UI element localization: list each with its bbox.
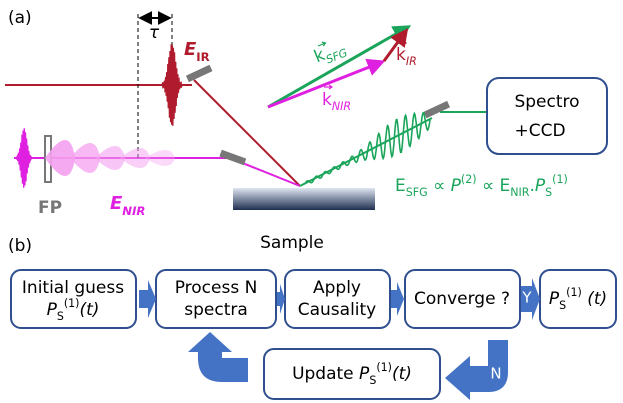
text-segment: (t) <box>80 300 100 320</box>
detector-box <box>487 78 607 154</box>
text-segment: S <box>57 310 64 323</box>
pulse <box>16 128 32 187</box>
k-sfg-vector <box>268 27 408 107</box>
text-segment: (1) <box>566 286 582 299</box>
text-segment: Initial guess <box>22 278 124 298</box>
text-segment: IR <box>196 50 209 64</box>
loop-arrow <box>188 332 248 382</box>
panel-label: (a) <box>8 8 32 28</box>
text-segment: (1) <box>376 361 392 374</box>
text-segment: (1) <box>552 173 568 186</box>
sample-label: Sample <box>260 233 324 253</box>
text-segment: IR <box>406 55 417 68</box>
text-segment: NIR <box>332 100 351 113</box>
text-segment: (2) <box>461 173 477 186</box>
text-segment: E <box>184 39 197 60</box>
text-segment: S <box>559 299 566 312</box>
e-ir-label: EIR <box>184 39 210 64</box>
k-ir-label: kIR <box>396 45 417 68</box>
text-segment: (t) <box>392 364 412 384</box>
text-segment: SFG <box>406 186 428 199</box>
step-text: Update PS(1)(t) <box>292 361 412 387</box>
mirror <box>186 65 213 82</box>
flow-arrow <box>277 284 285 314</box>
text-segment: (t) <box>582 289 607 309</box>
text-segment: NIR <box>510 186 530 199</box>
text-segment: Apply <box>313 278 361 298</box>
step-text: Apply <box>313 278 361 298</box>
mirror <box>219 150 246 165</box>
text-segment: E <box>395 176 406 196</box>
mirror <box>424 101 451 118</box>
nir-beam <box>240 162 300 186</box>
text-segment: Process N <box>175 278 258 298</box>
step-text: Process N <box>175 278 258 298</box>
text-segment: spectra <box>184 300 248 320</box>
flow-arrow <box>391 282 404 316</box>
text-segment: S <box>545 186 552 199</box>
step-text: Causality <box>298 300 377 320</box>
flow-arrow <box>139 280 156 318</box>
text-segment: ∝ <box>428 176 451 196</box>
sample <box>233 188 375 210</box>
detector-label: +CCD <box>514 121 565 141</box>
detector-label: Spectro <box>514 92 579 112</box>
step-text: spectra <box>184 300 248 320</box>
pulse <box>162 44 182 126</box>
text-segment: k <box>396 45 406 65</box>
text-segment: ∝ E <box>477 176 511 196</box>
no-label: N <box>490 365 501 383</box>
nir-echo <box>145 150 175 166</box>
text-segment: (1) <box>64 297 80 310</box>
yes-label: Y <box>521 289 532 307</box>
text-segment: Update <box>292 364 359 384</box>
tau-label: τ <box>149 23 160 43</box>
ir-beam <box>194 80 300 186</box>
text-segment: k <box>322 90 332 110</box>
sfg-wave <box>305 113 430 184</box>
k-nir-label: kNIR <box>322 90 351 113</box>
e-nir-label: ENIR <box>110 193 145 218</box>
figure: (a) τ Sample Spectro +CCD (b) Y N EIRENI… <box>0 0 623 403</box>
fp-label: FP <box>38 198 62 218</box>
step-text: Converge ? <box>414 289 510 309</box>
text-segment: Converge ? <box>414 289 510 309</box>
text-segment: E <box>110 193 123 214</box>
panel-label: (b) <box>8 236 32 256</box>
equation: ESFG ∝ P(2) ∝ ENIR.PS(1) <box>395 173 568 199</box>
text-segment: S <box>369 374 376 387</box>
step-text: Initial guess <box>22 278 124 298</box>
text-segment: NIR <box>122 204 145 218</box>
text-segment: Causality <box>298 300 377 320</box>
